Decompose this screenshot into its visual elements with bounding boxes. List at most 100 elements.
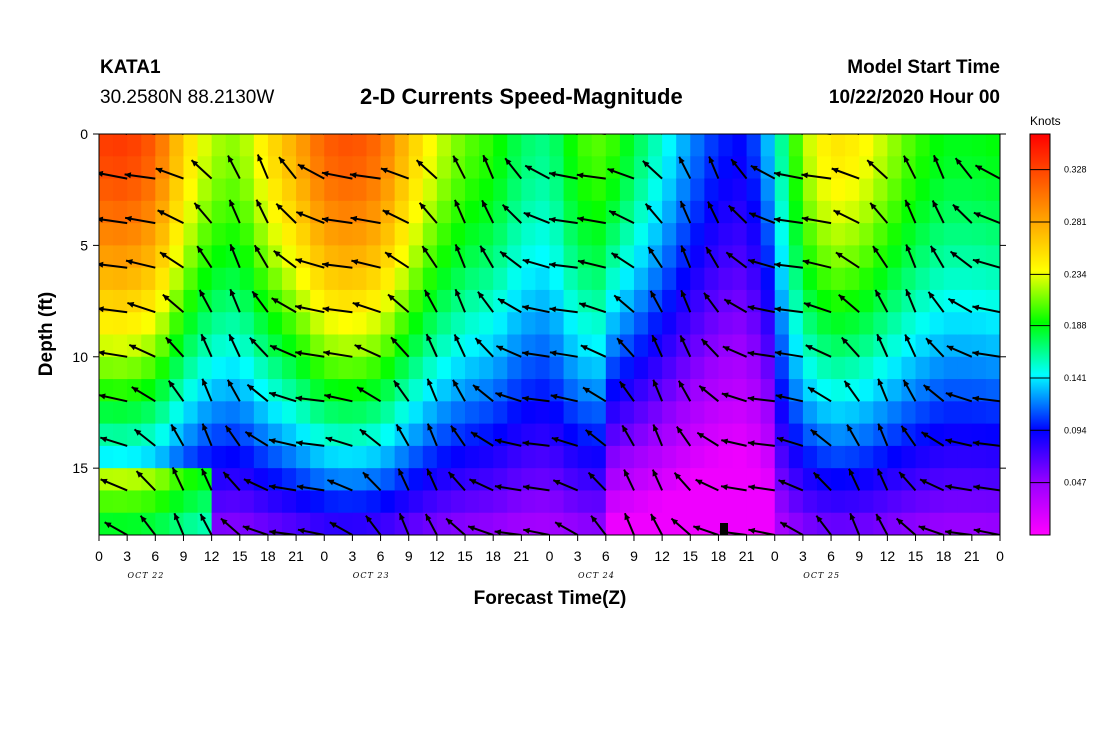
heat-cell (436, 223, 452, 246)
heat-cell (690, 245, 705, 269)
heat-cell (831, 512, 846, 535)
current-arrow-head (972, 350, 979, 357)
heat-cell (605, 267, 621, 291)
current-arrow-head (946, 345, 954, 352)
heat-cell (985, 490, 1000, 514)
heat-cell (366, 178, 382, 202)
heat-cell (507, 490, 522, 514)
heat-cell (816, 178, 832, 202)
heat-cell (479, 312, 494, 336)
heat-cell (366, 134, 382, 157)
current-arrow-head (495, 438, 502, 445)
heat-cell (352, 223, 368, 246)
heat-cell (310, 468, 325, 492)
current-arrow-head (249, 337, 257, 345)
colorbar-ticks: 0.328 0.281 0.234 0.188 0.141 0.094 0.047 (1030, 165, 1087, 488)
heat-cell (183, 223, 199, 246)
colorbar-label: 0.047 (1064, 478, 1087, 488)
current-arrow-head (948, 298, 956, 305)
heat-cell (113, 156, 128, 180)
heat-cell (859, 379, 874, 402)
heat-cell (816, 401, 832, 425)
x-tick-label: 6 (151, 548, 159, 564)
heat-cell (127, 289, 142, 313)
current-arrow-head (134, 429, 142, 436)
heat-cell (985, 512, 1000, 535)
heat-cell (183, 356, 199, 380)
heat-cell (169, 178, 185, 202)
heat-cell (549, 223, 565, 246)
heat-cell (662, 468, 677, 492)
current-arrow-head (70, 258, 77, 264)
heat-cell (929, 445, 945, 469)
current-arrow (745, 134, 747, 135)
current-arrow-head (831, 125, 838, 131)
marker-square (720, 523, 728, 535)
heat-cell (99, 178, 114, 202)
heat-cell (127, 401, 142, 425)
heat-cell (873, 312, 888, 336)
current-arrow-head (399, 513, 405, 521)
heat-cell (493, 134, 508, 157)
heat-cell (788, 156, 804, 180)
heat-cell (521, 267, 537, 291)
heat-cell (113, 178, 128, 202)
heat-cell (985, 134, 1000, 157)
heat-cell (591, 245, 607, 269)
current-arrow-head (674, 472, 681, 480)
heat-cell (605, 423, 621, 447)
heat-cell (338, 423, 354, 447)
heat-cell (563, 356, 579, 380)
heat-cell (831, 267, 846, 291)
heat-cell (648, 401, 663, 425)
heat-cell (169, 289, 185, 313)
heat-cell (816, 245, 832, 269)
current-arrow-head (270, 345, 278, 351)
current-arrow-head (704, 292, 711, 300)
heat-cell (774, 178, 790, 202)
heat-cell (211, 245, 227, 269)
heat-cell (690, 200, 705, 224)
current-arrow-head (229, 244, 236, 252)
current-arrow-head (653, 424, 659, 432)
heat-cell (605, 312, 621, 336)
heat-cell (788, 200, 804, 224)
heat-cell (296, 245, 311, 269)
heat-cell (704, 379, 720, 402)
heat-cell (704, 178, 720, 202)
heat-cell (408, 134, 424, 157)
current-arrow-head (427, 468, 433, 476)
heat-cell (155, 267, 170, 291)
heat-cell (366, 401, 382, 425)
current-arrow-head (680, 290, 687, 298)
current-arrow-head (680, 201, 686, 208)
heat-cell (535, 423, 551, 447)
heat-cell (816, 445, 832, 469)
heat-cell (662, 334, 677, 358)
chart-title: 2-D Currents Speed-Magnitude (360, 84, 683, 109)
heat-cell (493, 223, 508, 246)
current-arrow (492, 134, 494, 135)
heat-cell (450, 490, 466, 514)
heat-cell (831, 134, 846, 157)
x-tick-label: 21 (964, 548, 980, 564)
heat-cell (267, 156, 283, 180)
heat-cell (267, 445, 283, 469)
current-arrow-head (70, 484, 77, 490)
heat-cell (901, 512, 917, 535)
heat-cell (352, 490, 368, 514)
current-arrow-head (973, 212, 981, 218)
heat-cell (943, 490, 959, 514)
current-arrow-head (140, 515, 147, 523)
heat-cell (380, 423, 396, 447)
heat-cell (282, 134, 297, 157)
heat-cell (577, 468, 593, 492)
current-arrow-head (425, 514, 432, 521)
heat-cell (845, 334, 860, 358)
heat-cell (183, 401, 199, 425)
heat-cell (816, 490, 832, 514)
heat-cell (985, 267, 1000, 291)
heat-cell (901, 134, 917, 157)
current-arrow-head (125, 215, 132, 222)
heat-cell (436, 356, 452, 380)
